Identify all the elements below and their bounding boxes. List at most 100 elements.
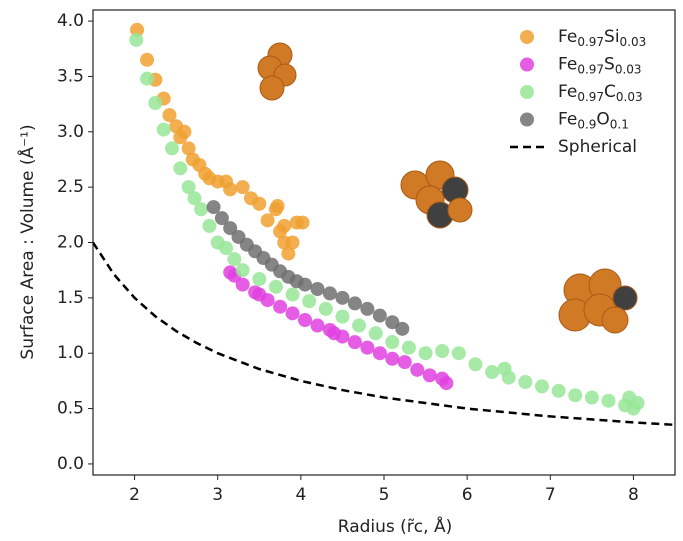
point — [177, 124, 192, 139]
point — [360, 340, 375, 355]
y-tick-label: 3.5 — [57, 66, 84, 86]
point — [372, 346, 387, 361]
point — [410, 362, 425, 377]
point — [260, 213, 275, 228]
point — [140, 52, 155, 67]
point — [485, 365, 500, 380]
point — [206, 200, 221, 215]
point — [418, 346, 433, 361]
point — [235, 263, 250, 278]
y-tick-label: 0.0 — [57, 454, 84, 474]
point — [298, 313, 313, 327]
point — [214, 211, 229, 226]
legend-label: Spherical — [558, 137, 637, 157]
point — [401, 340, 416, 355]
legend-label: Fe0.97C0.03 — [558, 82, 643, 104]
point — [181, 180, 196, 195]
point — [281, 246, 296, 261]
legend-marker — [520, 57, 534, 72]
point — [235, 277, 250, 292]
x-tick-label: 4 — [295, 485, 306, 505]
cluster-images — [257, 42, 638, 334]
point — [219, 241, 234, 256]
point — [173, 161, 188, 176]
y-tick-label: 4.0 — [57, 11, 84, 31]
point — [347, 335, 362, 350]
y-tick-label: 2.0 — [57, 233, 84, 253]
point — [468, 357, 483, 372]
point — [551, 383, 566, 398]
point — [368, 326, 383, 341]
legend-label: Fe0.97Si0.03 — [558, 27, 646, 49]
y-tick-label: 1.5 — [57, 288, 84, 308]
x-axis-label: Radius (r̃c, Å) — [338, 515, 452, 537]
point — [395, 321, 410, 336]
point — [164, 141, 179, 156]
point — [335, 290, 350, 305]
point — [260, 293, 275, 308]
point — [285, 287, 300, 302]
point — [202, 218, 217, 233]
point — [601, 393, 616, 408]
point — [372, 308, 387, 323]
point — [310, 282, 325, 296]
point — [360, 301, 375, 316]
point — [252, 196, 267, 211]
cluster-large — [558, 268, 638, 334]
x-tick-label: 2 — [129, 485, 140, 505]
point — [534, 379, 549, 394]
point — [397, 355, 412, 370]
point — [347, 296, 362, 311]
point — [385, 351, 400, 366]
point — [630, 396, 645, 411]
x-tick-label: 8 — [628, 485, 639, 505]
point — [273, 299, 288, 314]
point — [285, 306, 300, 321]
point — [310, 318, 325, 333]
point — [252, 272, 267, 287]
y-tick-label: 0.5 — [57, 399, 84, 419]
x-tick-label: 3 — [212, 485, 223, 505]
y-tick-label: 2.5 — [57, 177, 84, 197]
cluster-medium — [400, 160, 473, 229]
legend-marker — [520, 85, 534, 99]
point — [318, 301, 333, 316]
point — [335, 309, 350, 324]
legend-marker — [520, 30, 534, 44]
legend-label: Fe0.9O0.1 — [558, 110, 629, 132]
point — [451, 346, 466, 361]
x-tick-label: 7 — [545, 485, 556, 505]
point — [335, 329, 350, 344]
point — [439, 376, 454, 391]
point — [302, 294, 317, 309]
point — [162, 108, 177, 123]
point — [352, 318, 367, 333]
legend: Fe0.97Si0.03 Fe0.97S0.03 Fe0.97C0.03 Fe0.9O… — [510, 27, 646, 157]
point — [148, 96, 163, 110]
point — [277, 218, 292, 233]
line — [93, 241, 675, 427]
point — [140, 71, 155, 86]
point — [268, 279, 283, 294]
point — [187, 191, 202, 206]
y-tick-label: 1.0 — [57, 343, 84, 363]
point — [298, 277, 313, 292]
point — [235, 180, 250, 195]
point — [270, 198, 285, 213]
point — [227, 252, 242, 267]
point — [568, 388, 583, 403]
point — [322, 286, 337, 301]
point — [223, 221, 238, 236]
point — [518, 375, 533, 389]
legend-marker — [520, 112, 534, 127]
x-tick-label: 6 — [462, 485, 473, 505]
y-tick-label: 3.0 — [57, 122, 84, 142]
point — [285, 235, 300, 250]
point — [435, 344, 450, 358]
plot-frame — [92, 9, 676, 476]
point — [385, 315, 400, 330]
cluster-small — [257, 42, 297, 101]
point — [584, 390, 599, 405]
point — [156, 122, 171, 137]
